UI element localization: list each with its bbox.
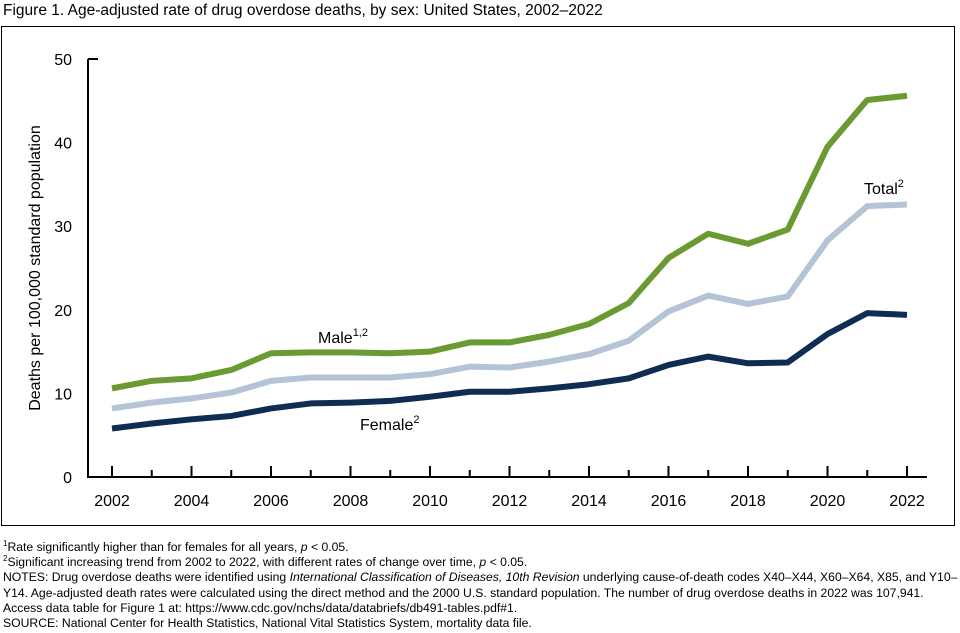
p-symbol: p [300,540,308,554]
y-tick-label: 30 [54,219,72,236]
series-label-total: Total2 [864,178,904,198]
footnote-mark: 2 [3,554,8,564]
icd-title: International Classification of Diseases… [289,570,580,585]
footnote-text: < 0.05. [486,555,528,570]
series-label-superscript: 2 [413,414,419,426]
y-tick-label: 20 [54,303,72,320]
x-tick-label: 2006 [253,493,289,510]
notes-part: NOTES: Drug overdose deaths were identif… [3,570,290,585]
x-tick-label: 2018 [730,493,766,510]
series-label-superscript: 2 [898,178,904,190]
series-label-text: Female [360,417,413,434]
x-tick-label: 2020 [810,493,846,510]
footnote-text: < 0.05. [307,540,349,554]
y-tick-label: 10 [54,386,72,403]
source-text: SOURCE: National Center for Health Stati… [3,616,532,631]
chart-frame [1,26,955,526]
footnote-1: 1Rate significantly higher than for fema… [3,538,958,555]
footnotes: 1Rate significantly higher than for fema… [3,538,958,631]
series-label-superscript: 1,2 [353,327,368,339]
series-label-male: Male1,2 [318,327,368,347]
y-tick-label: 0 [63,470,72,487]
y-tick-label: 40 [54,136,72,153]
series-label-text: Total [864,181,898,198]
x-tick-label: 2002 [94,493,130,510]
x-tick-label: 2004 [174,493,210,510]
footnote-2: 2Significant increasing trend from 2002 … [3,555,958,570]
series-female [111,310,908,432]
series-label-text: Male [318,330,353,347]
y-tick-label: 50 [54,52,72,69]
footnote-text: Significant increasing trend from 2002 t… [7,555,480,570]
series-total [111,201,908,412]
x-tick-label: 2014 [571,493,607,510]
x-tick-label: 2008 [333,493,369,510]
footnote-mark: 1 [3,538,8,548]
footnote-text: Rate significantly higher than for femal… [7,540,301,554]
notes-text: NOTES: Drug overdose deaths were identif… [3,570,958,616]
x-tick-label: 2012 [492,493,528,510]
y-axis-label: Deaths per 100,000 standard population [27,125,44,411]
x-tick-label: 2016 [651,493,687,510]
notes-part: underlying cause-of-death codes X40–X44,… [3,570,958,615]
x-tick-label: 2010 [412,493,448,510]
series-label-female: Female2 [360,414,419,434]
x-tick-label: 2022 [889,493,925,510]
series-male [111,92,908,392]
series-line-total [111,201,908,412]
p-symbol: p [479,555,487,570]
figure-title: Figure 1. Age-adjusted rate of drug over… [3,2,603,19]
series-line-male [111,92,908,392]
